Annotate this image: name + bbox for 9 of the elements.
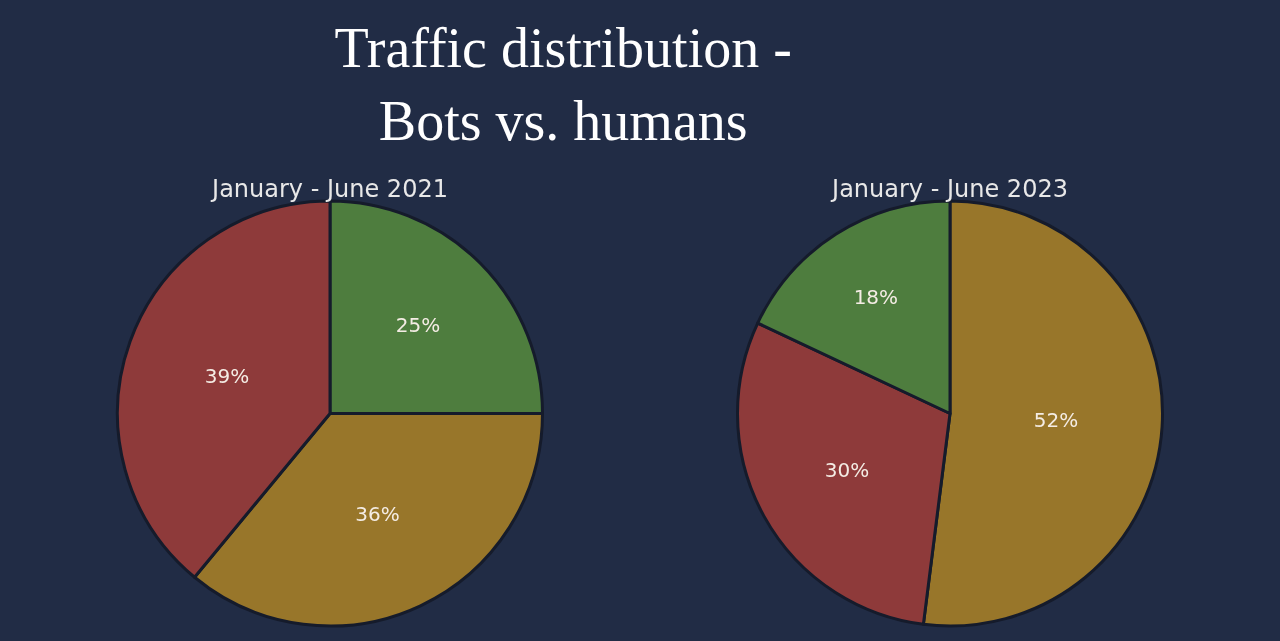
- data-label: 39%: [204, 364, 250, 389]
- data-label: 52%: [1033, 408, 1079, 433]
- chart-subtitle: January - June 2023: [830, 175, 1068, 203]
- chart-title: Traffic distribution - Bots vs. humans: [334, 17, 792, 152]
- data-label: 36%: [355, 502, 400, 527]
- data-label: 18%: [853, 284, 899, 309]
- data-label: 25%: [395, 313, 441, 338]
- chart-subtitle: January - June 2021: [210, 175, 448, 203]
- data-label: 30%: [824, 458, 870, 483]
